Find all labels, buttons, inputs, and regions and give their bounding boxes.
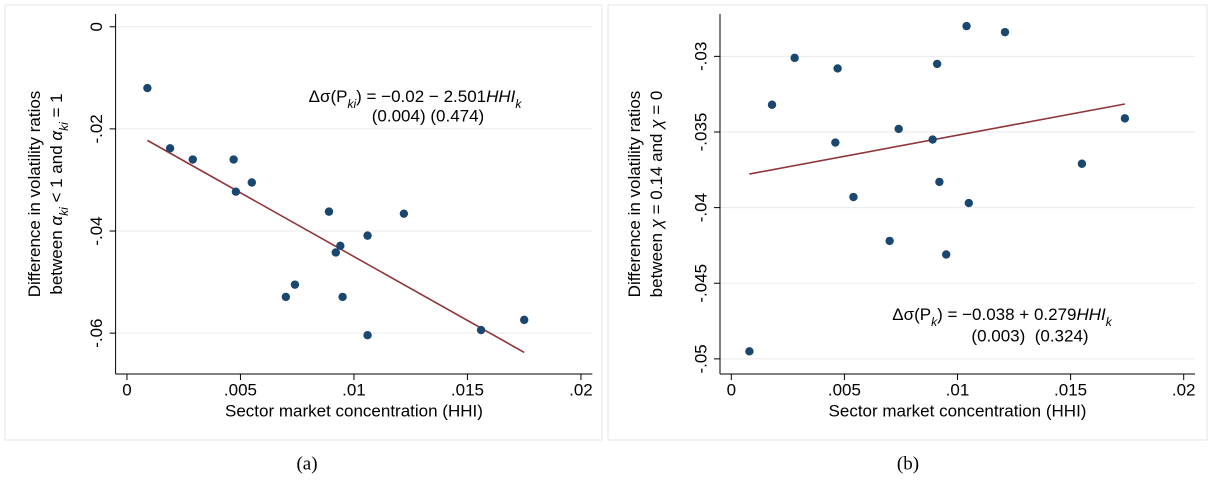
caption: (a) <box>296 453 317 474</box>
y-tick-label: -.02 <box>87 114 106 143</box>
text-segment: k <box>515 97 522 111</box>
text-segment: = 1 <box>47 93 66 122</box>
text-segment: Δσ(P <box>309 87 348 106</box>
fit-line <box>146 139 525 354</box>
point <box>1120 114 1130 123</box>
point <box>165 144 175 153</box>
text-segment: = 0.14 and <box>647 129 666 219</box>
x-tick-label: .02 <box>569 380 593 399</box>
y-tick-label: -.04 <box>87 216 106 245</box>
point <box>1077 159 1087 168</box>
point <box>964 198 974 208</box>
x-tick-label: .015 <box>1054 380 1087 399</box>
point <box>290 280 300 289</box>
point <box>338 292 347 302</box>
point <box>363 231 372 240</box>
annotation: Δσ(Pki) = −0.02 − 2.501HHIk <box>309 87 523 111</box>
text-segment: χ <box>647 119 666 131</box>
x-tick-label: .01 <box>946 380 970 399</box>
point <box>336 241 345 251</box>
y-axis-title: Difference in volatility ratios <box>25 91 44 298</box>
text-segment: between <box>647 228 666 297</box>
text-segment: α <box>47 215 66 226</box>
point <box>520 315 529 325</box>
point <box>229 155 238 164</box>
point <box>745 347 754 356</box>
text-segment: k <box>931 315 938 329</box>
y-tick-label: 0 <box>87 22 106 31</box>
point <box>941 250 951 259</box>
y-tick-label: -.05 <box>691 344 710 373</box>
y-axis-title: between αki < 1 and αki = 1 <box>47 93 71 294</box>
point <box>247 178 256 187</box>
text-segment: k <box>1106 315 1113 329</box>
panel-frame <box>4 4 603 441</box>
point <box>281 292 291 302</box>
x-tick-label: .005 <box>828 380 861 399</box>
point <box>932 59 942 69</box>
x-tick-label: .015 <box>451 380 484 399</box>
text-segment: χ <box>647 218 666 230</box>
point <box>331 248 340 257</box>
point <box>363 330 372 340</box>
point <box>928 135 937 144</box>
text-segment: ki <box>57 122 71 131</box>
text-segment: < 1 and <box>47 141 66 208</box>
annotation: (0.003) (0.324) <box>971 326 1088 345</box>
text-segment: HHI <box>486 87 516 106</box>
y-tick-label: -.06 <box>87 319 106 348</box>
point <box>894 124 903 134</box>
point <box>831 138 840 147</box>
point <box>324 207 334 216</box>
text-segment: ki <box>347 97 356 111</box>
text-segment: Δσ(P <box>892 305 931 324</box>
caption: (b) <box>897 453 919 474</box>
y-axis-title: Difference in volatility ratios <box>625 91 644 298</box>
y-axis-title: between χ = 0.14 and χ = 0 <box>647 91 666 298</box>
point <box>143 83 152 93</box>
text-segment: ) = −0.038 + 0.279 <box>937 305 1076 324</box>
panel-frame <box>607 4 1208 441</box>
text-segment: ) = −0.02 − 2.501 <box>356 87 486 106</box>
point <box>1000 27 1010 37</box>
point <box>885 236 894 246</box>
point <box>833 64 842 73</box>
annotation: Δσ(Pk) = −0.038 + 0.279HHIk <box>892 305 1113 329</box>
fit-line <box>749 103 1126 175</box>
point <box>231 187 241 196</box>
text-segment: Difference in volatility ratios <box>25 91 44 298</box>
x-tick-label: .005 <box>224 380 257 399</box>
point <box>767 100 777 109</box>
x-axis-title: Sector market concentration (HHI) <box>225 401 483 420</box>
point <box>476 325 486 335</box>
point <box>188 155 197 164</box>
point <box>399 209 409 218</box>
text-segment: ki <box>57 207 71 216</box>
y-tick-label: -.045 <box>691 264 710 303</box>
text-segment: Difference in volatility ratios <box>625 91 644 298</box>
point <box>790 53 799 63</box>
x-tick-label: 0 <box>727 380 736 399</box>
point <box>935 177 944 187</box>
y-tick-label: -.03 <box>691 42 710 71</box>
y-tick-label: -.04 <box>691 193 710 222</box>
point <box>849 192 858 202</box>
text-segment: α <box>47 130 66 141</box>
x-tick-label: .01 <box>342 380 366 399</box>
annotation: (0.004) (0.474) <box>372 106 484 125</box>
x-tick-label: .02 <box>1172 380 1196 399</box>
text-segment: HHI <box>1077 305 1107 324</box>
text-segment: = 0 <box>647 91 666 120</box>
point <box>962 21 971 31</box>
y-tick-label: -.035 <box>691 113 710 152</box>
x-axis-title: Sector market concentration (HHI) <box>829 401 1087 420</box>
x-tick-label: 0 <box>122 380 131 399</box>
text-segment: between <box>47 226 66 295</box>
